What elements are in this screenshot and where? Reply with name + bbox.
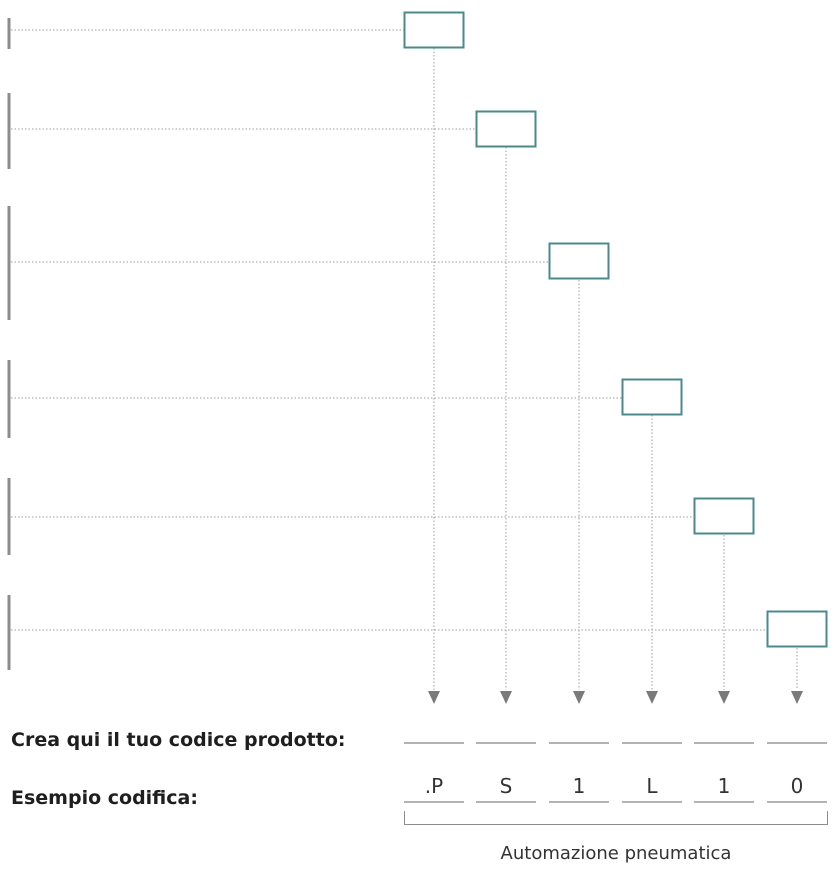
- code-box[interactable]: [766, 610, 828, 648]
- code-box[interactable]: [548, 242, 610, 280]
- arrow-down-icon: [718, 691, 730, 704]
- arrow-down-icon: [500, 691, 512, 704]
- caption-bracket: [404, 811, 828, 825]
- example-code-char: L: [646, 774, 658, 798]
- code-box[interactable]: [693, 497, 755, 535]
- example-code-label: Esempio codifica:: [11, 787, 198, 809]
- arrow-down-icon: [791, 691, 803, 704]
- example-code-char: 0: [790, 774, 804, 798]
- create-code-label: Crea qui il tuo codice prodotto:: [11, 729, 346, 751]
- code-box[interactable]: [475, 110, 537, 148]
- code-box[interactable]: [403, 11, 465, 49]
- caption: Automazione pneumatica: [500, 843, 732, 864]
- arrow-down-icon: [428, 691, 440, 704]
- arrow-down-icon: [646, 691, 658, 704]
- example-code-char: 1: [717, 774, 731, 798]
- example-code-char: .P: [424, 774, 444, 798]
- code-box[interactable]: [621, 378, 683, 416]
- arrow-down-icon: [573, 691, 585, 704]
- example-code-char: 1: [572, 774, 586, 798]
- example-code-char: S: [499, 774, 513, 798]
